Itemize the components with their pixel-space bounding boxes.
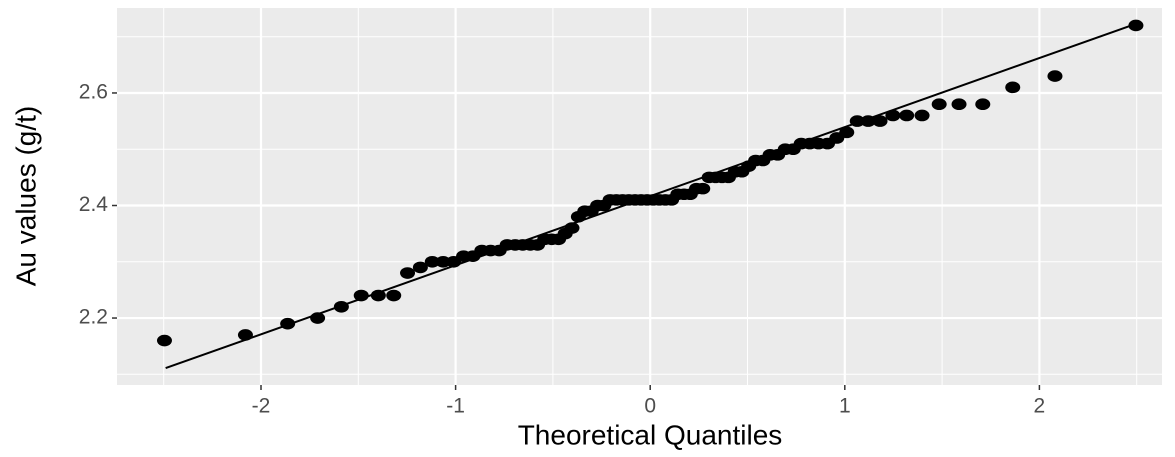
- point: [860, 115, 876, 127]
- point: [839, 126, 855, 139]
- point: [951, 98, 967, 111]
- point: [386, 289, 402, 302]
- point: [899, 109, 915, 122]
- x-tick-label: 1: [839, 395, 851, 418]
- x-axis-title: Theoretical Quantiles: [518, 419, 783, 450]
- point: [1047, 70, 1063, 82]
- point: [237, 329, 253, 341]
- point: [849, 115, 865, 127]
- x-tick-label: 0: [644, 395, 656, 418]
- point: [1128, 19, 1144, 32]
- point: [914, 109, 930, 122]
- point: [333, 300, 349, 313]
- point: [885, 109, 901, 122]
- point: [564, 222, 580, 234]
- point: [280, 317, 296, 330]
- x-tick-label: -2: [252, 395, 271, 418]
- point: [872, 115, 888, 127]
- y-tick-label: 2.4: [79, 193, 109, 216]
- point: [424, 255, 440, 268]
- point: [1005, 81, 1021, 94]
- point: [931, 98, 947, 111]
- point: [156, 334, 172, 347]
- point: [370, 289, 386, 302]
- point: [310, 312, 326, 324]
- y-tick-label: 2.2: [79, 306, 108, 329]
- x-tick-label: 2: [1034, 395, 1046, 418]
- point: [400, 267, 416, 279]
- point: [435, 255, 451, 268]
- y-axis-title: Au values (g/t): [10, 106, 41, 287]
- x-tick-label: -1: [446, 395, 465, 418]
- point: [975, 98, 991, 111]
- y-tick-label: 2.6: [79, 81, 108, 104]
- point: [353, 289, 369, 302]
- point: [695, 182, 711, 195]
- point: [412, 261, 428, 274]
